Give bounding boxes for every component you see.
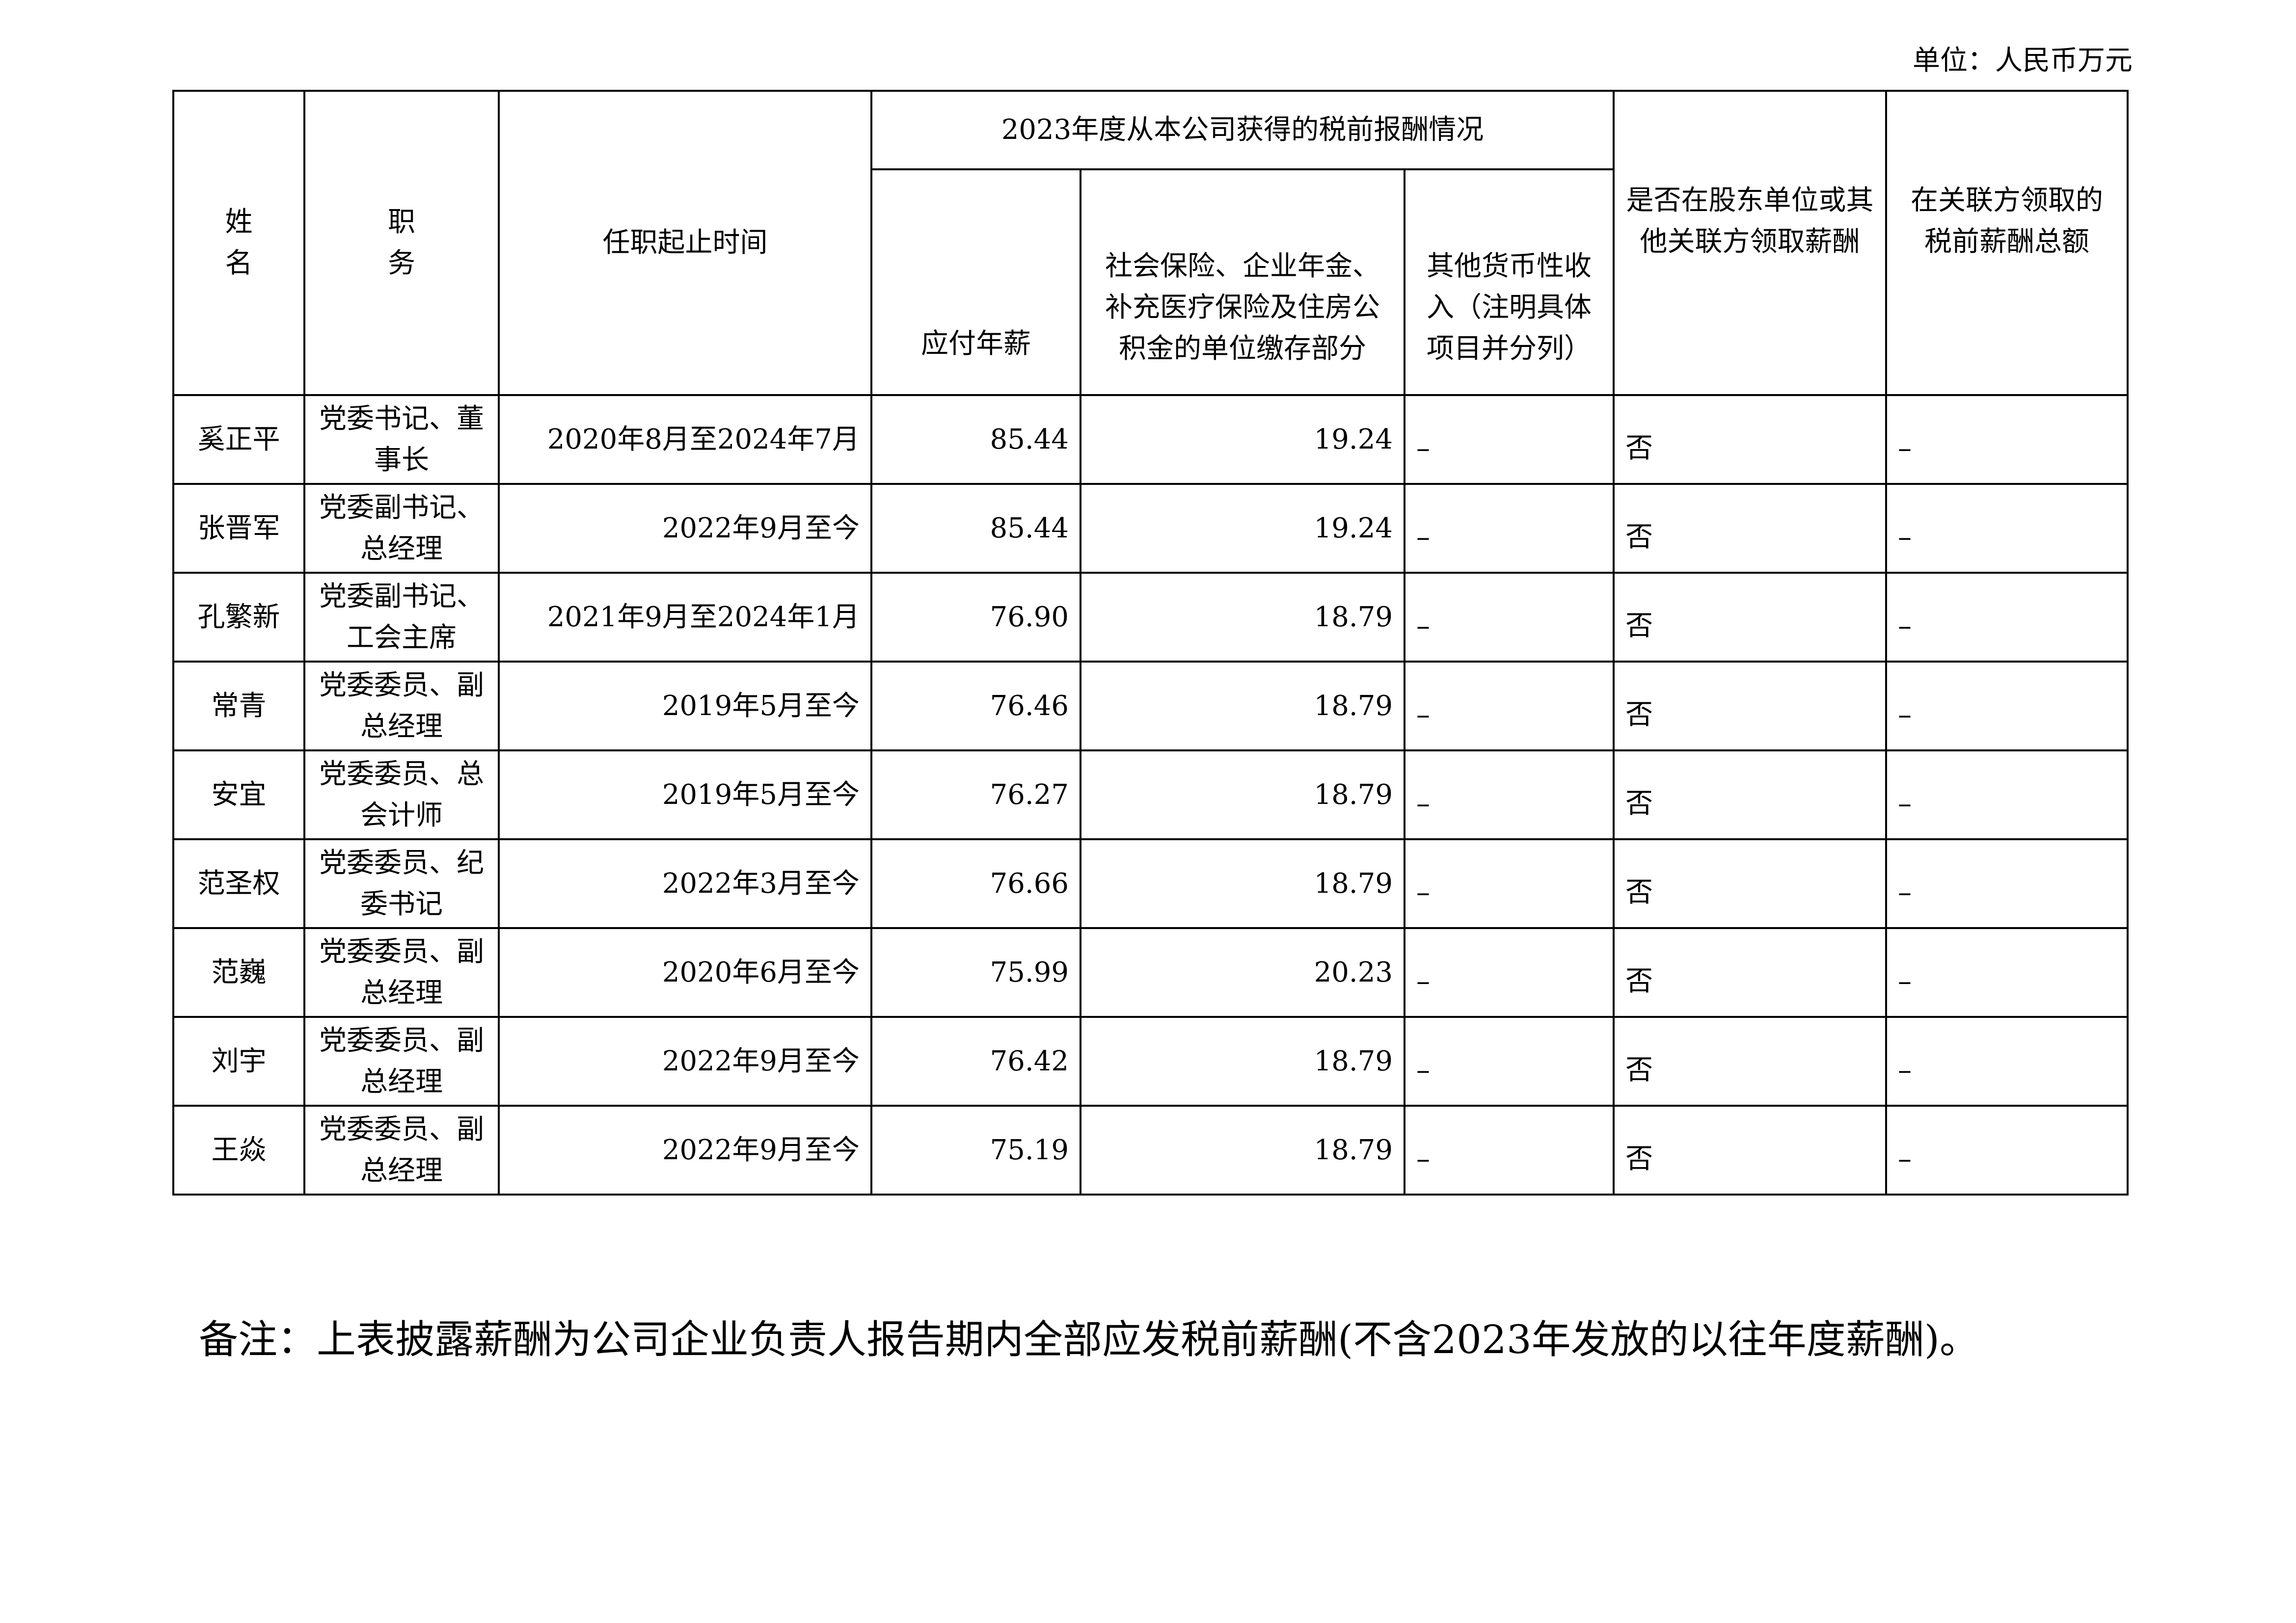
cell-term: 2022年9月至今 — [498, 1016, 872, 1107]
cell-position: 党委委员、总会计师 — [303, 749, 500, 840]
cell-term: 2021年9月至2024年1月 — [498, 572, 872, 663]
cell-term: 2022年9月至今 — [498, 483, 872, 574]
unit-label: 单位：人民币万元 — [1913, 45, 2133, 77]
cell-other: – — [1403, 661, 1615, 751]
cell-salary: 76.46 — [870, 661, 1081, 751]
cell-salary: 76.27 — [870, 749, 1081, 840]
cell-related: 否 — [1613, 394, 1888, 485]
header-other: 其他货币性收入（注明具体项目并分列） — [1403, 168, 1615, 396]
cell-position: 党委书记、董事长 — [303, 394, 500, 485]
header-position: 职务 — [303, 90, 500, 396]
cell-social: 19.24 — [1080, 394, 1405, 485]
footnote: 备注：上表披露薪酬为公司企业负责人报告期内全部应发税前薪酬(不含2023年发放的… — [199, 1317, 1979, 1362]
cell-term: 2019年5月至今 — [498, 749, 872, 840]
cell-related-total: – — [1885, 1016, 2129, 1107]
cell-term: 2020年6月至今 — [498, 927, 872, 1018]
cell-term: 2022年3月至今 — [498, 838, 872, 929]
cell-related: 否 — [1613, 749, 1888, 840]
cell-other: – — [1403, 749, 1615, 840]
cell-name: 范巍 — [172, 927, 305, 1018]
cell-term: 2022年9月至今 — [498, 1105, 872, 1196]
cell-name: 孔繁新 — [172, 572, 305, 663]
cell-social: 18.79 — [1080, 749, 1405, 840]
table-row: 安宜 党委委员、总会计师 2019年5月至今 76.27 18.79– 否 – — [172, 749, 2129, 840]
cell-term: 2020年8月至2024年7月 — [498, 394, 872, 485]
cell-social: 18.79 — [1080, 838, 1405, 929]
cell-position: 党委委员、副总经理 — [303, 927, 500, 1018]
cell-salary: 76.90 — [870, 572, 1081, 663]
cell-position: 党委委员、副总经理 — [303, 1016, 500, 1107]
compensation-table: 姓名 职务 任职起止时间 2023年度从本公司获得的税前报酬情况 是否在股东单位… — [172, 90, 2129, 1196]
cell-related: 否 — [1613, 483, 1888, 574]
cell-related: 否 — [1613, 661, 1888, 751]
cell-social: 19.24 — [1080, 483, 1405, 574]
header-social: 社会保险、企业年金、补充医疗保险及住房公积金的单位缴存部分 — [1080, 168, 1405, 396]
table-row: 张晋军 党委副书记、总经理 2022年9月至今 85.44 19.24– 否 – — [172, 483, 2129, 574]
cell-name: 安宜 — [172, 749, 305, 840]
header-group: 2023年度从本公司获得的税前报酬情况 — [870, 90, 1615, 170]
cell-related-total: – — [1885, 661, 2129, 751]
table-row: 王焱 党委委员、副总经理 2022年9月至今 75.19 18.79– 否 – — [172, 1105, 2129, 1196]
cell-salary: 75.19 — [870, 1105, 1081, 1196]
cell-social: 18.79 — [1080, 661, 1405, 751]
cell-position: 党委委员、副总经理 — [303, 1105, 500, 1196]
cell-other: – — [1403, 1105, 1615, 1196]
table-row: 常青 党委委员、副总经理 2019年5月至今 76.46 18.79– 否 – — [172, 661, 2129, 751]
cell-salary: 85.44 — [870, 394, 1081, 485]
cell-related: 否 — [1613, 1016, 1888, 1107]
cell-position: 党委副书记、总经理 — [303, 483, 500, 574]
cell-related-total: – — [1885, 394, 2129, 485]
cell-other: – — [1403, 838, 1615, 929]
cell-related-total: – — [1885, 749, 2129, 840]
cell-salary: 76.66 — [870, 838, 1081, 929]
cell-name: 刘宇 — [172, 1016, 305, 1107]
cell-related-total: – — [1885, 483, 2129, 574]
cell-related: 否 — [1613, 838, 1888, 929]
table-row: 范巍 党委委员、副总经理 2020年6月至今 75.99 20.23– 否 – — [172, 927, 2129, 1018]
table-row: 刘宇 党委委员、副总经理 2022年9月至今 76.42 18.79– 否 – — [172, 1016, 2129, 1107]
cell-other: – — [1403, 483, 1615, 574]
cell-social: 18.79 — [1080, 1016, 1405, 1107]
cell-related: 否 — [1613, 927, 1888, 1018]
cell-name: 范圣权 — [172, 838, 305, 929]
cell-social: 18.79 — [1080, 572, 1405, 663]
cell-position: 党委副书记、工会主席 — [303, 572, 500, 663]
cell-other: – — [1403, 927, 1615, 1018]
cell-name: 奚正平 — [172, 394, 305, 485]
cell-position: 党委委员、纪委书记 — [303, 838, 500, 929]
table-row: 奚正平 党委书记、董事长 2020年8月至2024年7月 85.44 19.24– 否 – — [172, 394, 2129, 485]
cell-social: 20.23 — [1080, 927, 1405, 1018]
cell-name: 王焱 — [172, 1105, 305, 1196]
cell-position: 党委委员、副总经理 — [303, 661, 500, 751]
header-term: 任职起止时间 — [498, 90, 872, 396]
cell-related: 否 — [1613, 1105, 1888, 1196]
cell-other: – — [1403, 572, 1615, 663]
cell-salary: 85.44 — [870, 483, 1081, 574]
cell-salary: 76.42 — [870, 1016, 1081, 1107]
cell-other: – — [1403, 394, 1615, 485]
cell-other: – — [1403, 1016, 1615, 1107]
table-row: 范圣权 党委委员、纪委书记 2022年3月至今 76.66 18.79– 否 – — [172, 838, 2129, 929]
header-salary: 应付年薪 — [870, 168, 1081, 396]
header-related-total: 在关联方领取的税前薪酬总额 — [1885, 90, 2129, 396]
header-related: 是否在股东单位或其他关联方领取薪酬 — [1613, 90, 1888, 396]
cell-social: 18.79 — [1080, 1105, 1405, 1196]
cell-related-total: – — [1885, 572, 2129, 663]
cell-term: 2019年5月至今 — [498, 661, 872, 751]
cell-name: 常青 — [172, 661, 305, 751]
cell-related: 否 — [1613, 572, 1888, 663]
cell-related-total: – — [1885, 838, 2129, 929]
header-name: 姓名 — [172, 90, 305, 396]
cell-related-total: – — [1885, 1105, 2129, 1196]
cell-name: 张晋军 — [172, 483, 305, 574]
cell-salary: 75.99 — [870, 927, 1081, 1018]
cell-related-total: – — [1885, 927, 2129, 1018]
table-row: 孔繁新 党委副书记、工会主席 2021年9月至2024年1月 76.90 18.79– 否… — [172, 572, 2129, 663]
